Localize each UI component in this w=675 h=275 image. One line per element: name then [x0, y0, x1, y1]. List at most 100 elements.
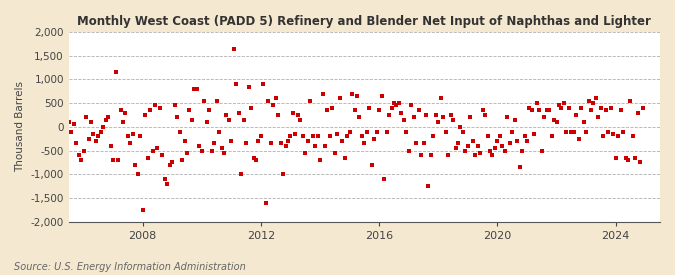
- Point: [615, 108, 626, 112]
- Point: [578, 120, 589, 124]
- Point: [376, 94, 387, 98]
- Point: [460, 148, 470, 153]
- Point: [524, 106, 535, 110]
- Point: [352, 94, 362, 98]
- Point: [273, 113, 284, 117]
- Point: [307, 134, 318, 139]
- Point: [396, 110, 407, 115]
- Point: [263, 98, 274, 103]
- Point: [340, 155, 350, 160]
- Point: [313, 134, 323, 139]
- Point: [144, 108, 155, 112]
- Point: [248, 155, 259, 160]
- Point: [462, 144, 473, 148]
- Point: [591, 96, 601, 101]
- Point: [192, 87, 202, 91]
- Y-axis label: Thousand Barrels: Thousand Barrels: [15, 81, 25, 172]
- Point: [71, 141, 82, 146]
- Point: [344, 129, 355, 134]
- Point: [201, 120, 212, 124]
- Point: [480, 113, 491, 117]
- Point: [83, 136, 94, 141]
- Point: [595, 106, 606, 110]
- Point: [487, 153, 498, 158]
- Point: [423, 184, 434, 188]
- Point: [86, 120, 97, 124]
- Point: [509, 117, 520, 122]
- Point: [571, 113, 582, 117]
- Point: [408, 115, 419, 120]
- Point: [613, 134, 624, 139]
- Point: [625, 98, 636, 103]
- Point: [497, 144, 508, 148]
- Point: [285, 134, 296, 139]
- Point: [207, 148, 217, 153]
- Point: [56, 117, 67, 122]
- Point: [489, 146, 500, 150]
- Point: [258, 82, 269, 86]
- Point: [549, 117, 560, 122]
- Point: [391, 103, 402, 108]
- Point: [632, 110, 643, 115]
- Point: [356, 134, 367, 139]
- Point: [302, 139, 313, 143]
- Point: [189, 87, 200, 91]
- Point: [465, 115, 476, 120]
- Point: [455, 125, 466, 129]
- Point: [482, 134, 493, 139]
- Point: [514, 165, 525, 169]
- Point: [265, 141, 276, 146]
- Point: [383, 113, 394, 117]
- Text: Source: U.S. Energy Information Administration: Source: U.S. Energy Information Administ…: [14, 262, 245, 272]
- Point: [165, 163, 176, 167]
- Point: [253, 139, 264, 143]
- Point: [236, 172, 246, 177]
- Point: [603, 129, 614, 134]
- Point: [389, 101, 400, 105]
- Point: [305, 98, 316, 103]
- Point: [73, 153, 84, 158]
- Point: [327, 106, 338, 110]
- Point: [199, 98, 210, 103]
- Point: [446, 113, 456, 117]
- Point: [334, 96, 345, 101]
- Point: [541, 108, 552, 112]
- Point: [470, 153, 481, 158]
- Point: [349, 108, 360, 112]
- Point: [573, 136, 584, 141]
- Point: [531, 101, 542, 105]
- Point: [223, 117, 234, 122]
- Point: [495, 134, 506, 139]
- Point: [277, 172, 288, 177]
- Point: [406, 103, 416, 108]
- Point: [610, 155, 621, 160]
- Point: [443, 153, 454, 158]
- Point: [374, 108, 385, 112]
- Point: [231, 82, 242, 86]
- Point: [410, 141, 421, 146]
- Point: [103, 115, 113, 120]
- Point: [155, 106, 165, 110]
- Point: [196, 148, 207, 153]
- Point: [502, 115, 512, 120]
- Point: [162, 182, 173, 186]
- Point: [394, 101, 404, 105]
- Point: [558, 101, 569, 105]
- Point: [561, 129, 572, 134]
- Point: [342, 134, 352, 139]
- Point: [246, 106, 256, 110]
- Point: [371, 129, 382, 134]
- Point: [78, 148, 89, 153]
- Point: [211, 98, 222, 103]
- Point: [386, 106, 397, 110]
- Point: [147, 148, 158, 153]
- Point: [117, 120, 128, 124]
- Point: [522, 139, 533, 143]
- Point: [637, 106, 648, 110]
- Point: [125, 141, 136, 146]
- Point: [583, 98, 594, 103]
- Point: [485, 148, 495, 153]
- Point: [63, 120, 74, 124]
- Point: [329, 151, 340, 155]
- Point: [628, 134, 639, 139]
